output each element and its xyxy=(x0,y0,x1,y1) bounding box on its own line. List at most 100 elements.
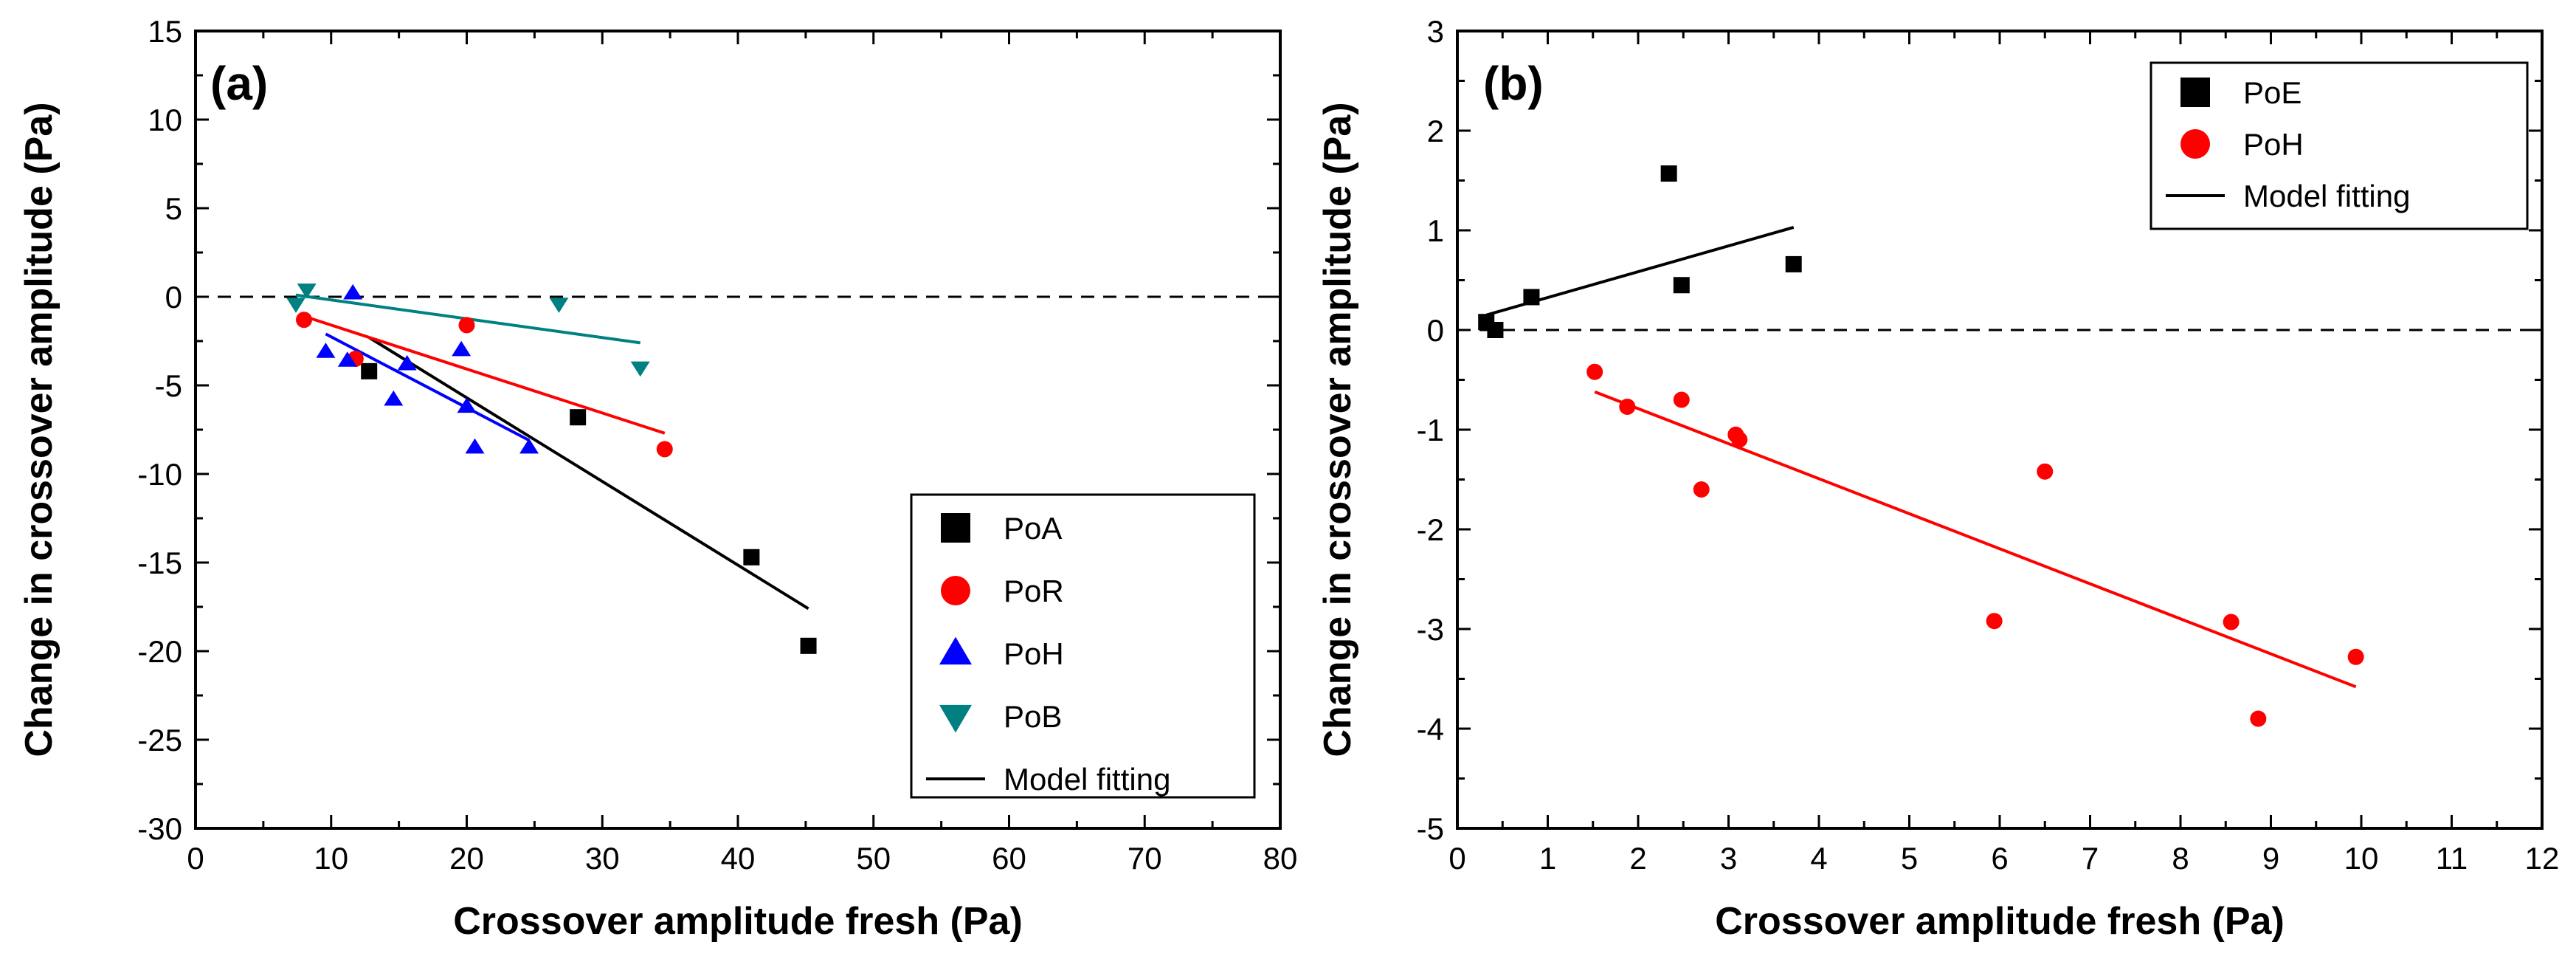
data-point-poh xyxy=(465,438,485,454)
y-tick-label: 0 xyxy=(1427,313,1444,348)
data-point-poh xyxy=(337,351,357,367)
x-tick-label: 2 xyxy=(1629,841,1646,876)
y-tick-label: -25 xyxy=(137,723,182,757)
y-tick-labels: -30 -25 -20 -15 -10 -5 0 5 10 15 xyxy=(137,14,182,846)
x-tick-label: 8 xyxy=(2172,841,2189,876)
x-tick-label: 80 xyxy=(1263,841,1298,876)
data-point-poh xyxy=(343,283,363,300)
legend-marker-por xyxy=(941,576,970,605)
x-tick-label: 4 xyxy=(1810,841,1827,876)
x-tick-label: 5 xyxy=(1901,841,1918,876)
y-tick-label: 5 xyxy=(165,191,182,226)
y-tick-label: -1 xyxy=(1417,413,1444,447)
legend-label: Model fitting xyxy=(1004,762,1170,797)
data-points xyxy=(1478,165,2364,727)
y-tick-label: 3 xyxy=(1427,14,1444,49)
x-tick-labels: 0 10 20 30 40 50 60 70 80 xyxy=(187,841,1297,876)
data-point-poh xyxy=(2250,710,2267,727)
legend: PoA PoR PoH PoB Model fitting xyxy=(910,493,1256,799)
fit-lines xyxy=(295,293,809,611)
x-tick-label: 9 xyxy=(2262,841,2279,876)
fit-line-poa xyxy=(368,336,809,611)
y-tick-label: 2 xyxy=(1427,114,1444,148)
data-point-pob xyxy=(297,283,317,299)
data-point-poe xyxy=(1523,289,1540,306)
fit-line-poh xyxy=(1594,390,2357,689)
x-tick-label: 0 xyxy=(1448,841,1465,876)
y-axis-title: Change in crossover amplitude (Pa) xyxy=(1316,102,1359,757)
y-tick-label: -15 xyxy=(137,546,182,580)
y-tick-labels: -5 -4 -3 -2 -1 0 1 2 3 xyxy=(1417,14,1444,846)
y-tick-label: -5 xyxy=(155,368,182,403)
y-tick-label: -20 xyxy=(137,634,182,669)
x-tick-label: 50 xyxy=(856,841,891,876)
legend-label: Model fitting xyxy=(2243,179,2410,213)
data-point-poe xyxy=(1673,277,1690,294)
panel-a: 0 10 20 30 40 50 60 70 80 -30 -25 -20 -15 -10 -5 0 5 10 1… xyxy=(18,14,1297,943)
x-tick-label: 20 xyxy=(449,841,484,876)
fit-line-por xyxy=(303,314,666,435)
data-point-pob xyxy=(286,298,305,313)
legend-box xyxy=(910,493,1256,799)
legend: PoE PoH Model fitting xyxy=(2149,61,2529,230)
data-point-poh xyxy=(2223,613,2240,630)
x-tick-label: 11 xyxy=(2436,841,2468,876)
x-tick-label: 3 xyxy=(1720,841,1737,876)
legend-label: PoA xyxy=(1004,511,1062,546)
data-point-poh xyxy=(397,354,417,371)
data-point-poa xyxy=(361,362,378,379)
legend-label: PoH xyxy=(2243,127,2304,162)
data-point-poe xyxy=(1785,255,1802,272)
y-tick-label: 10 xyxy=(148,103,182,137)
legend-marker-pob xyxy=(939,704,972,733)
legend-label: PoE xyxy=(2243,75,2302,110)
x-tick-label: 30 xyxy=(585,841,620,876)
x-tick-label: 70 xyxy=(1128,841,1162,876)
panel-label: (a) xyxy=(210,57,268,110)
y-tick-label: 15 xyxy=(148,14,182,49)
legend-label: PoH xyxy=(1004,636,1064,671)
data-point-poh xyxy=(1986,613,2003,630)
data-point-poh xyxy=(457,397,477,413)
data-point-por xyxy=(458,317,475,334)
x-tick-labels: 0 1 2 3 4 5 6 7 8 9 10 11 12 xyxy=(1448,841,2559,876)
data-point-poh xyxy=(452,340,472,357)
y-tick-label: -4 xyxy=(1417,712,1444,746)
x-axis-title: Crossover amplitude fresh (Pa) xyxy=(453,900,1023,943)
data-point-poh xyxy=(2347,648,2364,665)
x-tick-label: 1 xyxy=(1539,841,1556,876)
y-tick-label: 1 xyxy=(1427,213,1444,248)
data-point-poh xyxy=(1731,431,1748,448)
data-point-poh xyxy=(519,438,539,454)
x-tick-label: 10 xyxy=(2344,841,2379,876)
y-tick-label: -3 xyxy=(1417,612,1444,647)
data-point-poh xyxy=(1673,391,1690,408)
data-point-poh xyxy=(1586,363,1603,380)
data-point-por xyxy=(296,312,312,329)
y-tick-label: -30 xyxy=(137,811,182,846)
data-point-poa xyxy=(570,409,587,426)
data-point-poe xyxy=(1660,165,1677,182)
data-point-poa xyxy=(743,549,760,566)
x-tick-label: 6 xyxy=(1991,841,2008,876)
x-axis-title: Crossover amplitude fresh (Pa) xyxy=(1715,900,2285,943)
data-point-poh xyxy=(2037,463,2054,480)
x-tick-label: 0 xyxy=(187,841,204,876)
legend-label: PoB xyxy=(1004,699,1062,734)
legend-marker-poa xyxy=(941,513,970,543)
legend-label: PoR xyxy=(1004,574,1064,608)
legend-marker-poh xyxy=(939,636,972,665)
y-tick-label: 0 xyxy=(165,280,182,314)
data-point-por xyxy=(656,441,673,458)
y-tick-label: -2 xyxy=(1417,512,1444,547)
data-point-poe xyxy=(1487,322,1504,338)
x-tick-label: 10 xyxy=(314,841,348,876)
legend-marker-poe xyxy=(2180,78,2210,107)
data-point-poh xyxy=(384,390,404,406)
x-tick-label: 40 xyxy=(721,841,756,876)
y-tick-label: -5 xyxy=(1417,811,1444,846)
x-tick-label: 12 xyxy=(2525,841,2560,876)
x-tick-label: 60 xyxy=(992,841,1026,876)
